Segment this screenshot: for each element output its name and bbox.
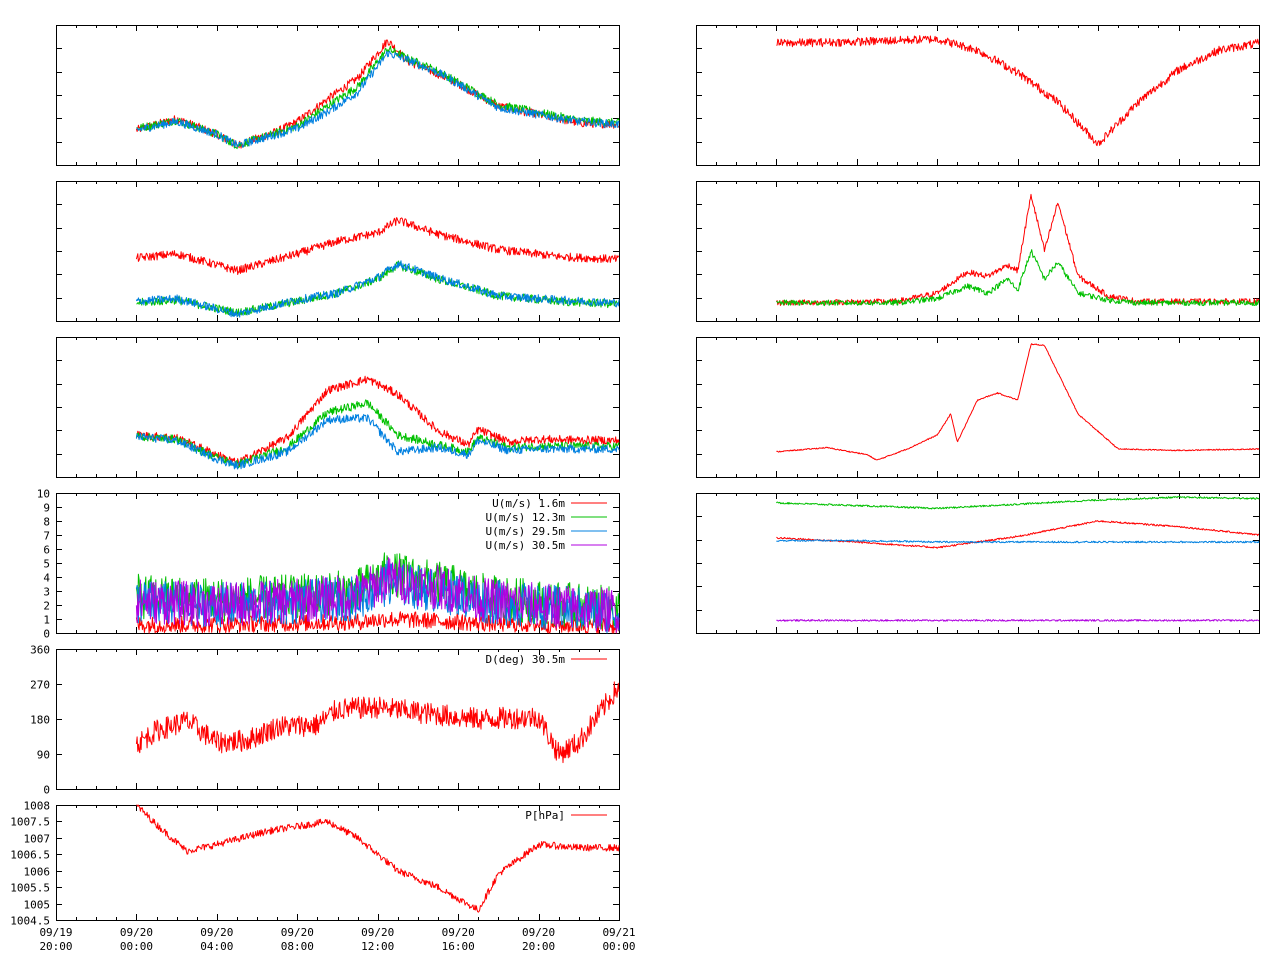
x-tick-label-date: 09/20 — [281, 926, 314, 939]
y-tick-label: 6 — [43, 544, 50, 557]
series-line-right-4-1 — [776, 495, 1260, 510]
y-tick-label: 5 — [43, 558, 50, 571]
x-tick-label-date: 09/19 — [39, 926, 72, 939]
series-line-right-2-2 — [776, 249, 1260, 307]
x-tick-label-time: 16:00 — [442, 940, 475, 953]
plot-frame — [56, 805, 620, 921]
x-tick-label-date: 09/20 — [200, 926, 233, 939]
y-tick-label: 10 — [37, 488, 50, 501]
y-tick-label: 1005.5 — [10, 882, 50, 895]
y-tick-label: 4 — [43, 572, 50, 585]
series-line-right-4-3 — [776, 539, 1260, 544]
series-line-right-3-1 — [776, 343, 1260, 461]
x-tick-label-date: 09/20 — [522, 926, 555, 939]
series-line-left-4-4 — [135, 557, 620, 633]
y-tick-label: 8 — [43, 516, 50, 529]
y-tick-label: 1006 — [24, 866, 51, 879]
series-line-right-1-1 — [776, 35, 1260, 147]
legend-label: D(deg) 30.5m — [486, 653, 566, 666]
chart-panel-left-5: 0 90 180 270 360 D(deg) 30.5m — [30, 644, 620, 797]
x-tick-label-time: 08:00 — [281, 940, 314, 953]
plot-frame — [696, 337, 1260, 478]
x-tick-label-time: 00:00 — [602, 940, 635, 953]
y-tick-label: 180 — [30, 714, 50, 727]
x-tick-label-date: 09/20 — [361, 926, 394, 939]
y-tick-label: 90 — [37, 749, 50, 762]
y-tick-label: 1006.5 — [10, 849, 50, 862]
y-tick-label: 1005 — [24, 899, 51, 912]
x-tick-label-date: 09/21 — [602, 926, 635, 939]
chart-panel-left-3 — [56, 337, 620, 478]
chart-panel-right-2 — [696, 181, 1260, 322]
y-tick-label: 2 — [43, 600, 50, 613]
series-line-right-2-1 — [775, 193, 1260, 306]
x-tick-label-time: 20:00 — [39, 940, 72, 953]
plot-frame — [56, 25, 620, 166]
y-tick-label: 1007 — [24, 833, 51, 846]
x-tick-label-time: 04:00 — [200, 940, 233, 953]
x-tick-label-time: 20:00 — [522, 940, 555, 953]
series-line-left-3-3 — [135, 413, 620, 470]
series-line-left-2-1 — [135, 217, 620, 275]
plot-frame — [56, 337, 620, 478]
series-line-left-2-2 — [136, 260, 620, 317]
series-line-left-6-1 — [136, 804, 620, 913]
x-tick-label-date: 09/20 — [120, 926, 153, 939]
y-tick-label: 1004.5 — [10, 915, 50, 928]
y-tick-label: 360 — [30, 644, 50, 657]
legend-label: U(m/s) 29.5m — [486, 525, 566, 538]
plot-frame — [696, 25, 1260, 166]
chart-panel-right-3 — [696, 337, 1260, 478]
legend-label: U(m/s) 1.6m — [492, 497, 565, 510]
legend-label: U(m/s) 30.5m — [486, 539, 566, 552]
series-line-right-4-4 — [776, 619, 1260, 622]
x-tick-label-date: 09/20 — [442, 926, 475, 939]
series-line-left-2-3 — [135, 260, 620, 318]
x-tick-label-time: 12:00 — [361, 940, 394, 953]
legend-label: P[hPa] — [525, 809, 565, 822]
plot-frame — [696, 493, 1260, 634]
chart-panel-left-1 — [56, 25, 620, 166]
y-tick-label: 7 — [43, 530, 50, 543]
series-line-left-4-2 — [135, 552, 620, 630]
series-line-left-5-1 — [135, 681, 620, 764]
chart-panel-right-4 — [696, 493, 1260, 634]
y-tick-label: 1 — [43, 614, 50, 627]
x-tick-label-time: 00:00 — [120, 940, 153, 953]
y-tick-label: 3 — [43, 586, 50, 599]
legend-label: U(m/s) 12.3m — [486, 511, 566, 524]
series-line-right-4-2 — [776, 520, 1259, 549]
y-tick-label: 270 — [30, 679, 50, 692]
chart-panel-right-1 — [696, 25, 1260, 166]
y-tick-label: 0 — [43, 784, 50, 797]
series-line-left-1-3 — [136, 50, 620, 148]
y-tick-label: 1008 — [24, 800, 51, 813]
chart-panel-left-2 — [56, 181, 620, 322]
y-tick-label: 9 — [43, 502, 50, 515]
y-tick-label: 0 — [43, 628, 50, 641]
chart-panel-left-6: 1004.5 1005 1005.5 1006 1006.5 1007 1007.5 1008… — [10, 800, 635, 954]
y-tick-label: 1007.5 — [10, 816, 50, 829]
